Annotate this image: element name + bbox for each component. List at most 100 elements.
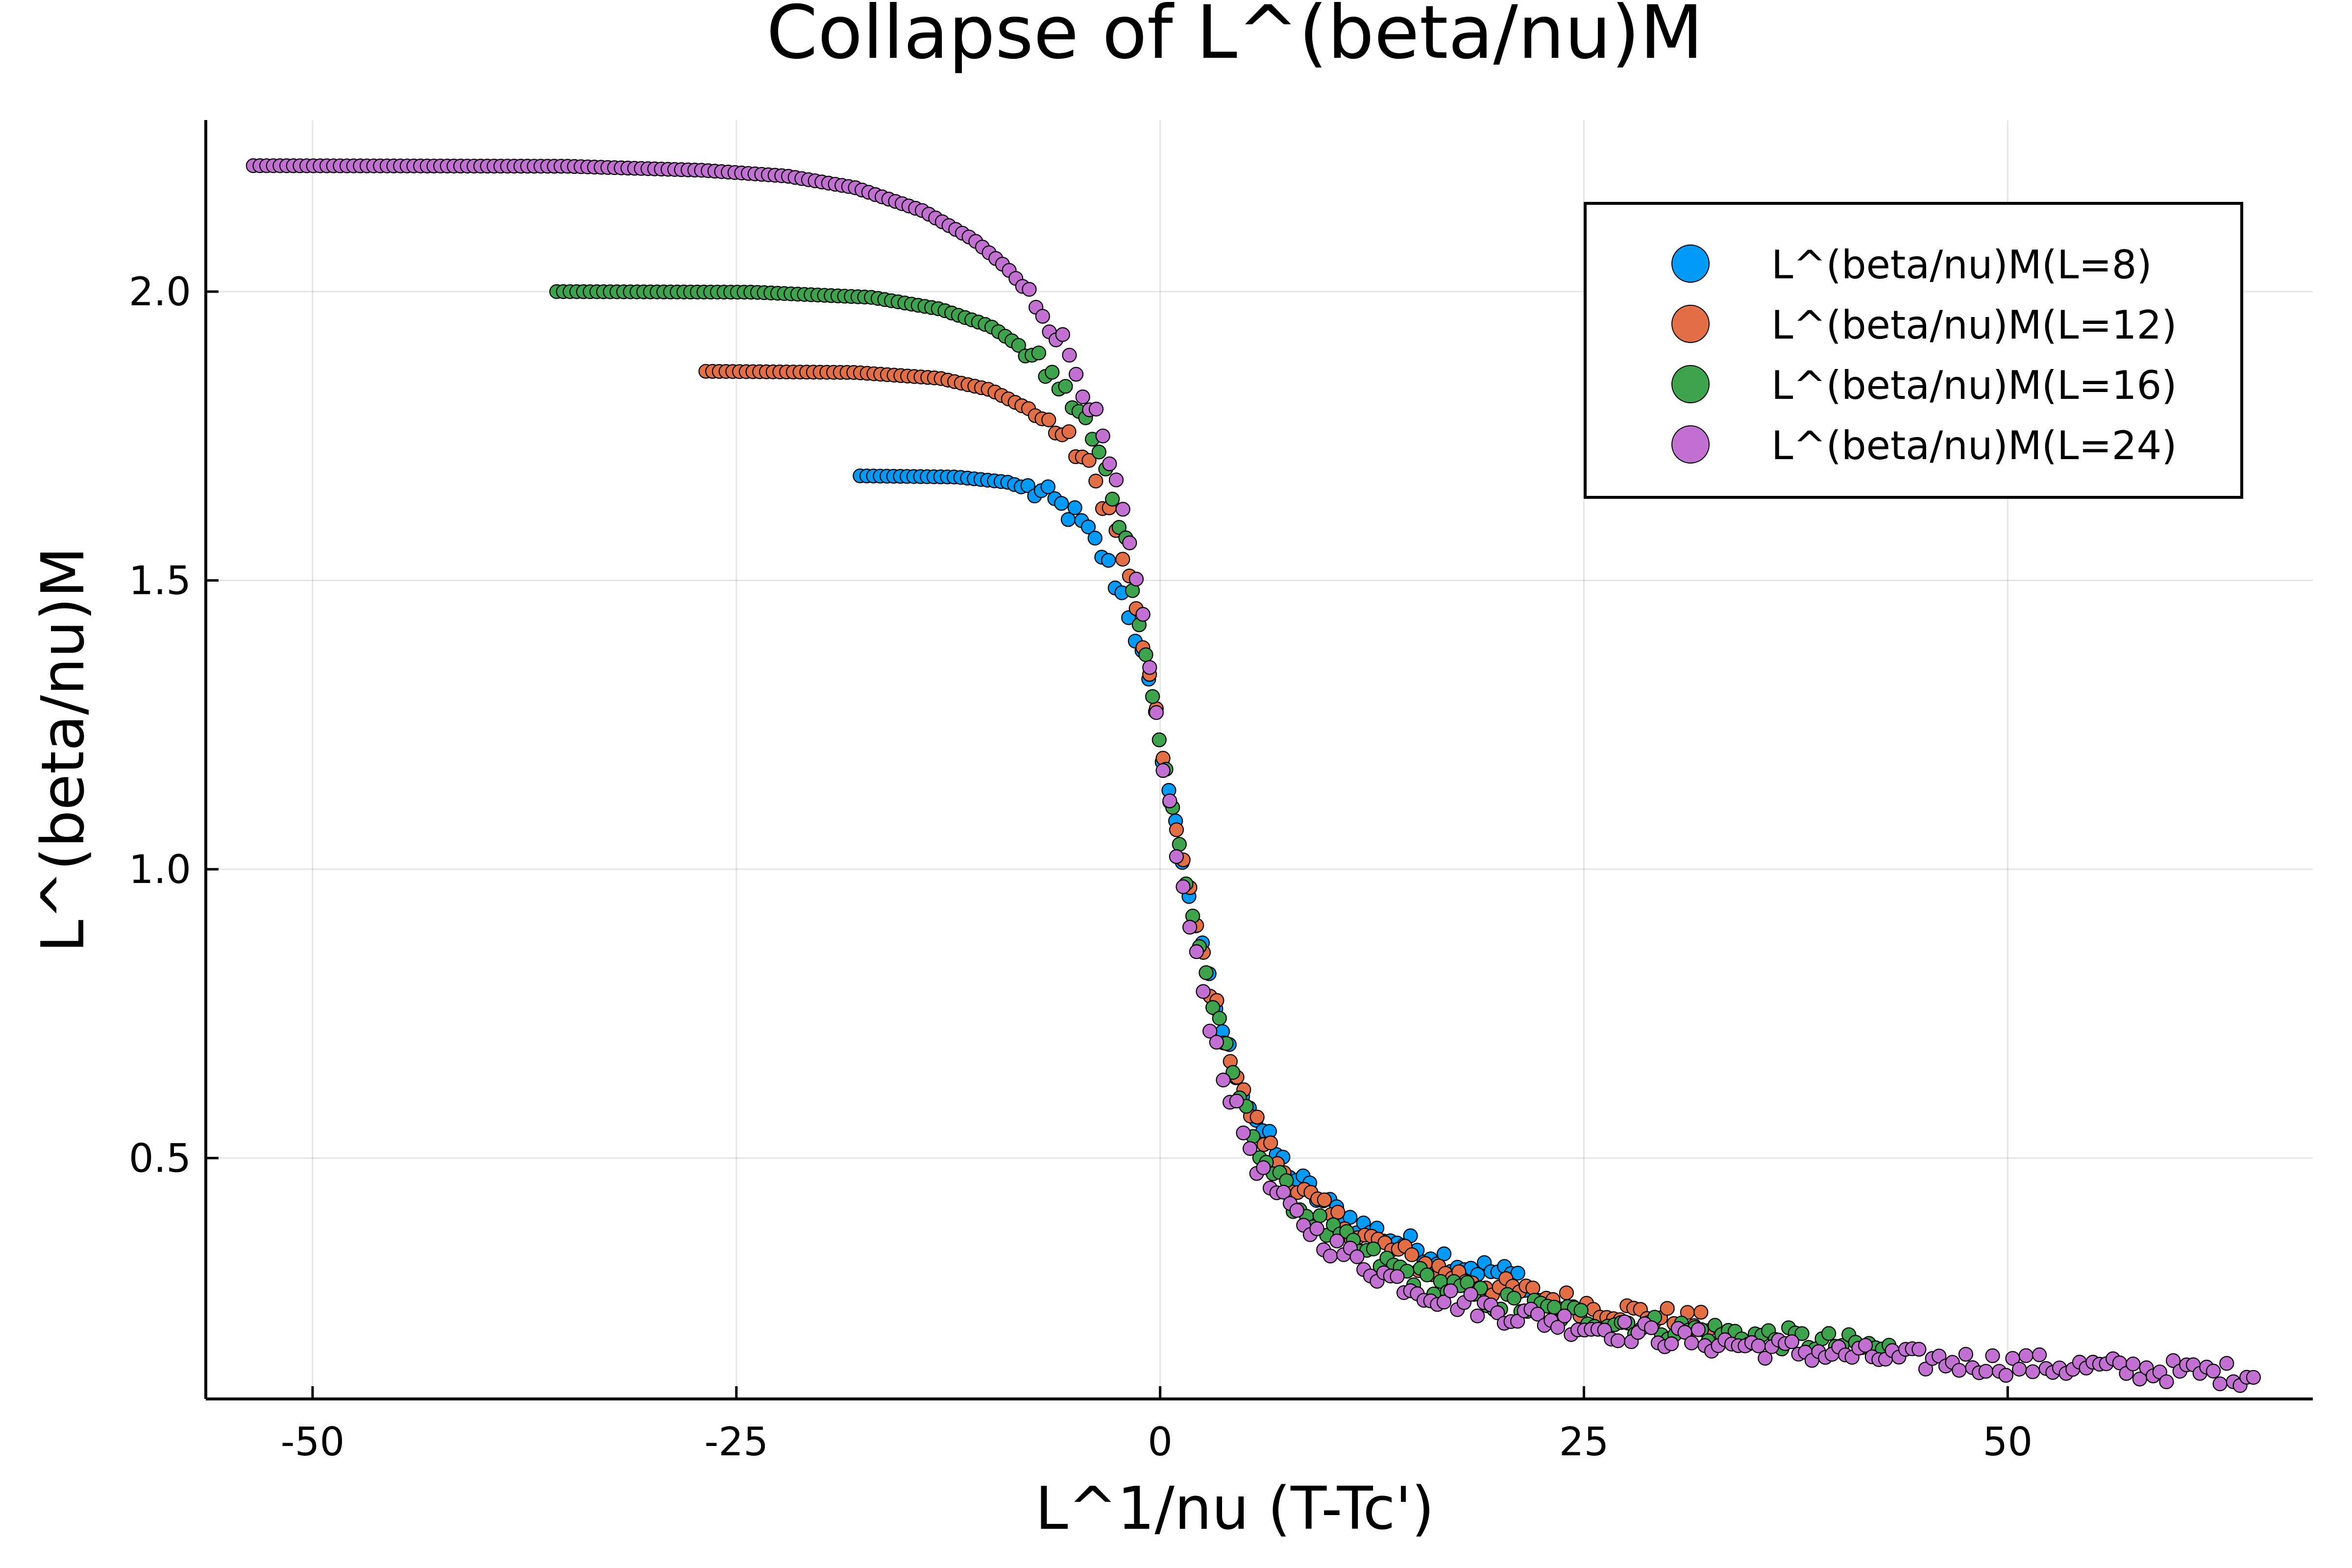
data-point [1366, 1241, 1381, 1256]
data-point [2165, 1353, 2181, 1368]
data-point [1530, 1306, 1545, 1322]
data-point [1985, 1348, 2000, 1363]
data-point [1952, 1363, 1967, 1378]
data-point [1111, 520, 1127, 535]
data-point [1105, 491, 1120, 507]
data-points [245, 158, 2261, 1393]
data-point [1794, 1326, 1810, 1341]
data-point [1035, 309, 1050, 324]
data-point [1022, 282, 1037, 297]
data-point [1510, 1314, 1525, 1329]
data-point [1031, 345, 1046, 361]
data-point [1169, 849, 1184, 864]
data-point [1821, 1326, 1837, 1341]
data-point [1684, 1335, 1699, 1350]
data-point [1102, 456, 1117, 471]
data-point [2126, 1356, 2141, 1372]
data-point [1390, 1269, 1405, 1284]
data-point [1142, 660, 1157, 675]
data-point [2246, 1370, 2261, 1385]
data-point [1196, 984, 1211, 999]
data-point [2025, 1364, 2040, 1379]
data-point [1309, 1221, 1324, 1236]
data-point [1236, 1126, 1251, 1141]
data-point [1751, 1338, 1766, 1353]
data-point [1436, 1246, 1452, 1261]
data-point [1128, 571, 1144, 587]
data-point [1067, 500, 1082, 515]
data-point [1758, 1350, 1773, 1366]
data-point [1404, 1247, 1420, 1262]
data-point [1312, 1208, 1327, 1224]
series-4 [245, 158, 2261, 1393]
data-point [1115, 552, 1130, 567]
data-point [1205, 1000, 1221, 1015]
data-point [1069, 367, 1084, 382]
data-point [1998, 1368, 2013, 1383]
data-point [1463, 1287, 1478, 1302]
data-point [1784, 1334, 1800, 1349]
data-point [1420, 1267, 1435, 1282]
data-point [1075, 389, 1090, 405]
data-point [1209, 1034, 1224, 1050]
data-point [1858, 1338, 1873, 1353]
data-point [1693, 1304, 1709, 1320]
data-point [1958, 1347, 1973, 1362]
data-point [1088, 401, 1104, 416]
data-point [1610, 1333, 1626, 1348]
data-point [1443, 1283, 1458, 1298]
data-point [1081, 453, 1097, 468]
data-point [1055, 327, 1070, 342]
data-point [2011, 1362, 2027, 1377]
x-tick-label: 25 [1559, 1419, 1609, 1465]
data-point [1045, 365, 1060, 380]
data-point [1095, 428, 1110, 443]
data-point [1978, 1364, 1993, 1379]
data-point [1276, 1184, 1291, 1200]
data-point [1189, 944, 1204, 959]
data-point [1557, 1308, 1572, 1323]
data-point [1020, 478, 1035, 493]
y-tick-label: 1.5 [129, 558, 191, 604]
data-point [1510, 1266, 1525, 1281]
data-point [1559, 1285, 1574, 1300]
data-point [1330, 1204, 1346, 1220]
data-point [1644, 1320, 1659, 1335]
data-point [1911, 1342, 1927, 1357]
data-point [1918, 1361, 1934, 1377]
data-point [1062, 347, 1077, 363]
legend-marker [1671, 305, 1710, 343]
data-point [1101, 553, 1116, 568]
data-point [1250, 1109, 1265, 1125]
data-point [1091, 444, 1106, 460]
y-tick-label: 0.5 [129, 1135, 191, 1181]
legend: L^(beta/nu)M(L=8) L^(beta/nu)M(L=12) L^(be… [1584, 202, 2243, 499]
data-point [1660, 1301, 1675, 1316]
data-point [1138, 647, 1153, 662]
x-tick-label: -25 [704, 1419, 768, 1465]
data-point [1182, 920, 1198, 935]
data-point [1263, 1135, 1278, 1151]
x-tick-label: -50 [281, 1419, 345, 1465]
legend-label: L^(beta/nu)M(L=24) [1771, 423, 2177, 468]
data-point [1172, 836, 1187, 852]
data-point [2032, 1347, 2047, 1362]
data-point [1135, 607, 1151, 622]
data-point [1115, 502, 1130, 517]
data-point [1490, 1305, 1505, 1321]
data-point [1470, 1308, 1485, 1323]
data-point [2219, 1356, 2234, 1371]
legend-marker [1671, 365, 1710, 403]
legend-label: L^(beta/nu)M(L=8) [1771, 242, 2152, 288]
data-point [1525, 1280, 1541, 1296]
data-point [1212, 1010, 1227, 1026]
data-point [1573, 1303, 1589, 1318]
data-point [1317, 1192, 1332, 1207]
data-point [2212, 1376, 2228, 1392]
data-point [1054, 496, 1069, 511]
data-point [1122, 535, 1137, 551]
data-point [1229, 1094, 1244, 1109]
data-point [1506, 1291, 1522, 1306]
x-tick-label: 50 [1983, 1419, 2033, 1465]
